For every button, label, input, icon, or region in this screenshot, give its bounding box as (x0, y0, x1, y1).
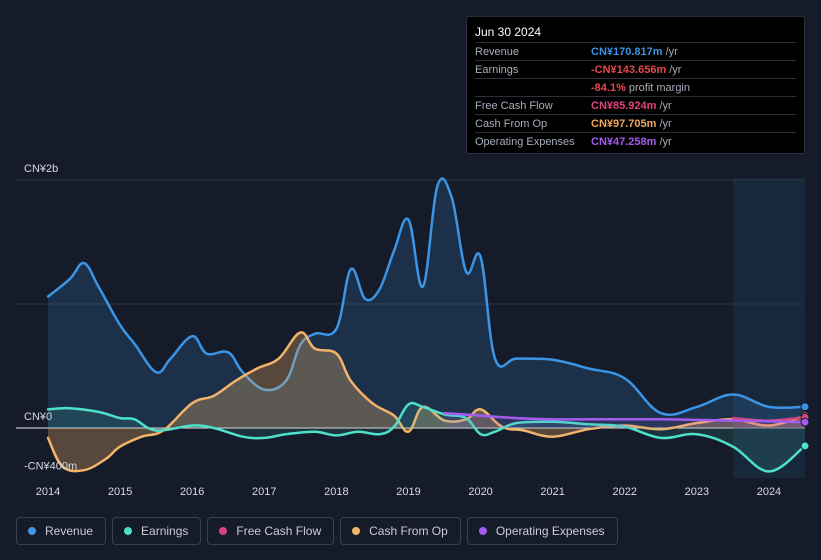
tooltip-panel: Jun 30 2024 Revenue CN¥170.817m/yr Earning… (466, 16, 805, 154)
y-axis: CN¥2b CN¥0 -CN¥400m (24, 163, 77, 473)
tooltip-row: Revenue CN¥170.817m/yr (475, 42, 796, 60)
legend-item[interactable]: Cash From Op (340, 517, 461, 545)
legend-label: Free Cash Flow (236, 524, 322, 538)
legend-label: Operating Expenses (495, 524, 605, 538)
x-tick-label: 2022 (613, 486, 637, 498)
legend-dot-icon (28, 527, 36, 535)
earnings-area (48, 403, 805, 472)
x-tick-label: 2024 (757, 486, 781, 498)
operating-expenses-end-point (800, 417, 810, 427)
legend-item[interactable]: Earnings (112, 517, 202, 545)
earnings-end-point (800, 441, 810, 451)
x-tick-label: 2017 (252, 486, 276, 498)
tooltip-row: Free Cash Flow CN¥85.924m/yr (475, 96, 796, 114)
legend-item[interactable]: Free Cash Flow (207, 517, 335, 545)
earnings-line (46, 401, 807, 473)
tooltip-row-value: CN¥97.705m (591, 117, 657, 130)
tooltip-row: -84.1% profit margin (475, 78, 796, 96)
tooltip-row-value: CN¥47.258m (591, 135, 657, 148)
tooltip-row-label: Operating Expenses (475, 135, 575, 148)
legend-label: Earnings (141, 524, 189, 538)
tooltip-row-label: Free Cash Flow (475, 99, 553, 112)
revenue-line (46, 177, 807, 417)
x-tick-label: 2014 (36, 486, 60, 498)
tooltip-row-value: -84.1% (591, 81, 626, 94)
tooltip-row-label: Cash From Op (475, 117, 548, 130)
revenue-area (48, 178, 805, 428)
legend-dot-icon (124, 527, 133, 535)
legend-item[interactable]: Revenue (16, 517, 107, 545)
tooltip-row-unit: /yr (659, 99, 672, 112)
legend-dot-icon (478, 527, 487, 535)
tooltip-row-value: CN¥85.924m (591, 99, 657, 112)
operating-expenses-line (443, 411, 807, 424)
legend-label: Cash From Op (369, 524, 448, 538)
tooltip-row-label: Earnings (475, 63, 519, 76)
tooltip-row-label: Revenue (475, 45, 520, 58)
tooltip-row-unit: /yr (665, 45, 678, 58)
tooltip-date: Jun 30 2024 (475, 25, 542, 39)
forecast-band (732, 178, 805, 478)
x-axis: 2014 2015 2016 2017 2018 2019 2020 2021 2022 2023… (36, 486, 781, 498)
x-tick-label: 2021 (540, 486, 564, 498)
tooltip-row: Operating Expenses CN¥47.258m/yr (475, 132, 796, 150)
legend-label: Revenue (45, 524, 94, 538)
cash-from-op-area (48, 332, 805, 472)
x-tick-label: 2016 (180, 486, 204, 498)
series-layer (46, 177, 810, 473)
revenue-end-point (800, 402, 810, 412)
tooltip-row-unit: /yr (669, 63, 682, 76)
legend-item[interactable]: Operating Expenses (466, 517, 618, 545)
legend-dot-icon (352, 527, 361, 535)
x-tick-label: 2015 (108, 486, 132, 498)
tooltip-row-unit: profit margin (628, 81, 690, 94)
y-tick-label: -CN¥400m (24, 461, 77, 473)
x-tick-label: 2020 (468, 486, 492, 498)
tooltip-rows: Revenue CN¥170.817m/yr Earnings -CN¥143.656… (475, 42, 796, 150)
tooltip-row-unit: /yr (659, 117, 672, 130)
legend: Revenue Earnings Free Cash Flow Cash From O… (16, 517, 618, 547)
tooltip-row-value: CN¥170.817m (591, 45, 663, 58)
x-tick-label: 2019 (396, 486, 420, 498)
x-tick-label: 2023 (685, 486, 709, 498)
y-tick-label: CN¥2b (24, 163, 58, 175)
tooltip-row: Earnings -CN¥143.656m/yr (475, 60, 796, 78)
y-tick-label: CN¥0 (24, 411, 52, 423)
tooltip-row-unit: /yr (659, 135, 672, 148)
tooltip-row-value: -CN¥143.656m (591, 63, 667, 76)
tooltip-row: Cash From Op CN¥97.705m/yr (475, 114, 796, 132)
legend-dot-icon (219, 527, 228, 535)
x-tick-label: 2018 (324, 486, 348, 498)
